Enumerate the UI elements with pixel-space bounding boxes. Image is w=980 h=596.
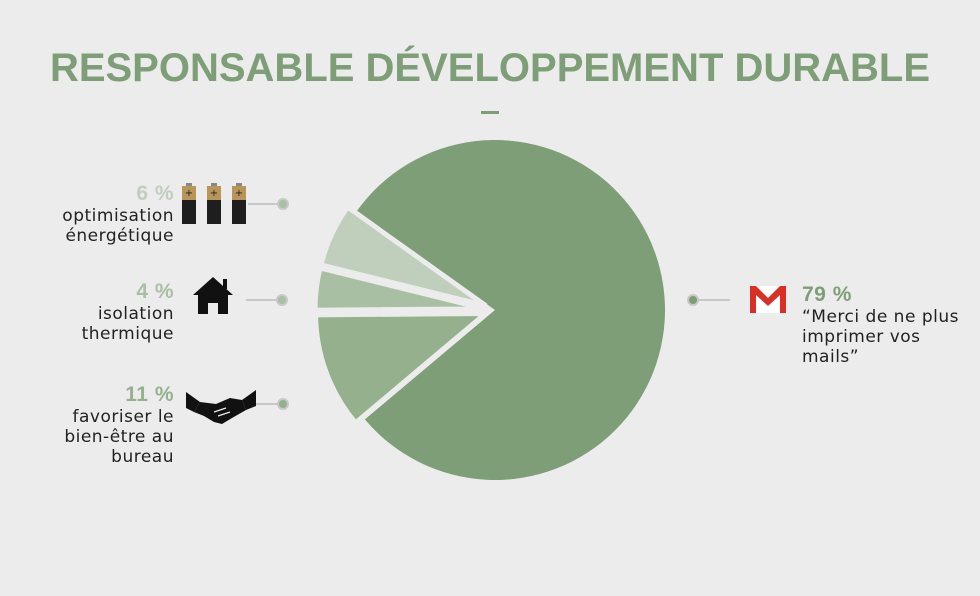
pie-slice-energy (317, 203, 488, 309)
handshake-icon (186, 390, 256, 424)
slice-label-energy: 6 % optimisation énergétique (54, 182, 174, 246)
percent-label: 6 % (136, 182, 174, 205)
svg-text:+: + (185, 188, 193, 199)
pie-slice-wellbeing (313, 310, 493, 427)
percent-label: 79 % (802, 283, 852, 306)
pie-slice-mails (356, 140, 665, 480)
house-icon (193, 277, 233, 314)
percent-label: 11 % (125, 383, 174, 406)
batteries-icon: + (182, 183, 246, 224)
title-divider (481, 111, 499, 114)
slice-label-mails: 79 % “Merci de ne plus imprimer vos mail… (802, 283, 967, 367)
leader-dot (277, 398, 289, 410)
slice-label-insulation: 4 % isolation thermique (74, 280, 174, 344)
leader-dot (276, 294, 288, 306)
pie-slice-insulation (312, 264, 486, 313)
leader-dot (687, 294, 699, 306)
gmail-icon (750, 286, 786, 313)
page-title: RESPONSABLE DÉVELOPPEMENT DURABLE (49, 46, 931, 90)
percent-label: 4 % (136, 280, 174, 303)
slice-label-wellbeing: 11 % favoriser le bien-être au bureau (59, 383, 174, 467)
leader-dot (277, 198, 289, 210)
leader-lines (246, 198, 730, 410)
